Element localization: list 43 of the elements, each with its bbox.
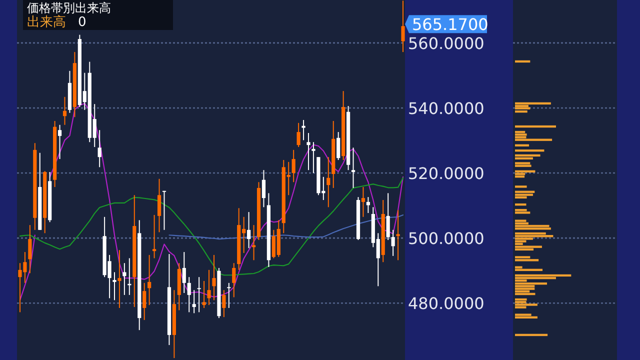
bar: [515, 292, 536, 296]
bar: [515, 228, 551, 230]
bar: [515, 224, 550, 228]
bar: [515, 102, 551, 105]
bar: [515, 334, 548, 336]
bar: [515, 170, 536, 172]
bar: [515, 268, 543, 272]
bar: [515, 212, 530, 214]
bar: [515, 194, 533, 196]
bar: [515, 288, 535, 290]
bar: [515, 208, 527, 212]
y-tick-label: 540.0000: [408, 98, 484, 118]
bar: [515, 60, 530, 63]
bar: [515, 175, 525, 178]
bar: [515, 138, 552, 141]
bar: [515, 130, 526, 134]
bar: [515, 304, 538, 306]
bar: [515, 220, 526, 222]
annotation: 0: [78, 15, 86, 30]
bar: [515, 316, 538, 318]
bar: [515, 110, 528, 113]
y-tick-label: 560.0000: [408, 34, 484, 53]
y-tick-label: 500.0000: [408, 229, 484, 248]
chart-title: 価格帯別出来高: [27, 1, 111, 15]
bar: [515, 282, 548, 285]
bar: [515, 298, 527, 301]
bar: [515, 246, 542, 248]
bar: [515, 134, 527, 136]
y-tick-label: 520.0000: [408, 164, 484, 184]
bar: [515, 125, 556, 128]
bar: [515, 259, 539, 262]
bar: [515, 186, 527, 188]
bar: [515, 164, 532, 167]
bar: [515, 190, 535, 193]
bar: [515, 162, 530, 164]
bar: [515, 144, 530, 146]
bar: [515, 154, 540, 157]
bar: [515, 107, 530, 110]
annotation: 出来高: [27, 14, 66, 30]
bar: [515, 235, 554, 238]
y-tick-label: 480.0000: [408, 294, 484, 314]
bar: [515, 149, 544, 152]
bar: [515, 274, 572, 277]
